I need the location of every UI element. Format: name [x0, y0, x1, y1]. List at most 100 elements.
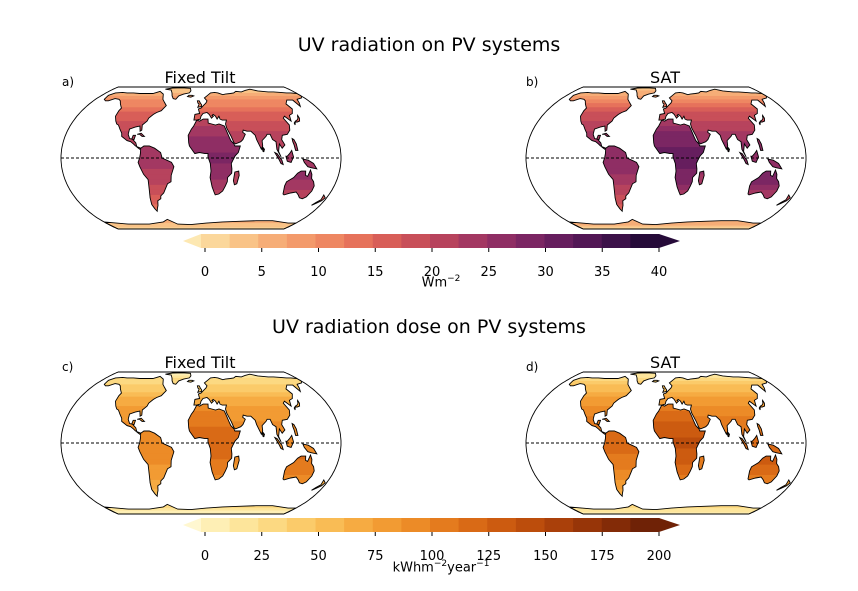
dose-color-bin	[430, 518, 460, 532]
radiation-tick-label: 25	[480, 265, 497, 280]
land-band	[630, 375, 656, 379]
land-band	[653, 459, 706, 466]
coastline-namerica	[568, 375, 632, 435]
land-band	[165, 375, 191, 379]
land-band	[292, 141, 298, 148]
dose-color-bin	[487, 518, 517, 532]
land-band	[138, 459, 174, 466]
land-band	[698, 171, 705, 175]
land-band	[569, 227, 761, 229]
land-band	[653, 448, 706, 455]
land-band	[603, 437, 639, 444]
land-band	[138, 152, 174, 159]
land-band	[653, 184, 706, 191]
land-band	[658, 380, 767, 385]
land-band	[104, 99, 167, 104]
land-band	[104, 223, 296, 227]
land-band	[104, 426, 167, 433]
land-band	[658, 107, 767, 113]
land-band	[603, 459, 639, 466]
dose-color-bin	[573, 518, 603, 532]
land-band	[165, 87, 191, 90]
coastline-iceland	[186, 379, 196, 383]
land-band	[653, 453, 706, 460]
land-band	[658, 375, 767, 379]
land-band	[193, 377, 302, 382]
land-band	[653, 168, 706, 175]
land-band	[603, 469, 639, 476]
land-band	[138, 479, 174, 486]
land-band	[757, 141, 763, 148]
panel-a-title: Fixed Tilt	[164, 68, 236, 87]
land-band	[653, 126, 706, 132]
land-band	[104, 510, 296, 514]
land-band	[165, 92, 191, 97]
coastline-sri	[726, 432, 730, 437]
coastline-japan	[293, 398, 301, 411]
radiation-tick-label: 0	[201, 265, 209, 280]
land-band	[569, 92, 632, 97]
land-band	[658, 92, 767, 97]
land-band	[233, 174, 240, 181]
radiation-color-bin	[487, 234, 517, 248]
dose-color-bin	[229, 518, 259, 532]
land-band	[603, 474, 639, 481]
coastline-britain	[196, 385, 203, 393]
land-band	[188, 158, 241, 165]
land-band	[569, 377, 632, 382]
land-band	[104, 227, 296, 229]
land-band	[104, 384, 167, 389]
land-band	[138, 474, 174, 481]
coastline-australia	[282, 168, 315, 200]
unit-radiation-exp: −2	[447, 274, 461, 284]
land-band	[193, 99, 302, 104]
map-boundary	[60, 86, 342, 230]
dose-tick-label: 25	[253, 549, 270, 564]
land-band	[603, 189, 639, 196]
dose-color-bin	[401, 518, 431, 532]
radiation-color-bin	[344, 234, 374, 248]
coastline-nz	[776, 478, 791, 491]
land-band	[188, 411, 241, 417]
land-band	[767, 448, 782, 454]
land-band	[233, 464, 240, 470]
coastline-borneo	[750, 149, 759, 163]
coastline-britain	[661, 385, 668, 393]
land-band	[603, 152, 639, 159]
radiation-color-bin	[229, 234, 259, 248]
land-band	[138, 168, 174, 175]
radiation-color-bin	[401, 234, 431, 248]
coastline-iceland	[651, 94, 661, 98]
land-band	[193, 121, 302, 127]
land-band	[292, 426, 298, 433]
land-band	[748, 474, 780, 481]
coastline-sumatra	[738, 151, 749, 166]
land-band	[188, 163, 241, 170]
land-band	[653, 464, 706, 471]
radiation-color-bin	[315, 234, 345, 248]
land-band	[757, 426, 763, 433]
land-band	[197, 103, 202, 108]
coastline-madagascar	[232, 170, 240, 186]
land-band	[658, 111, 767, 117]
land-band	[193, 116, 302, 122]
radiation-tick-label: 40	[651, 265, 668, 280]
land-band	[188, 459, 241, 466]
land-band	[569, 401, 632, 407]
land-band	[285, 152, 294, 159]
land-band	[193, 126, 302, 132]
radiation-color-bin	[630, 234, 660, 248]
dose-color-bin	[201, 518, 231, 532]
land-band	[569, 380, 632, 385]
land-band	[193, 103, 302, 108]
land-band	[187, 380, 194, 382]
land-band	[603, 158, 639, 165]
coastline-cuba	[602, 132, 611, 137]
land-band	[658, 95, 767, 100]
land-band	[658, 121, 767, 127]
land-band	[698, 174, 705, 181]
land-band	[138, 163, 174, 170]
coastline-japan	[758, 113, 766, 126]
land-band	[569, 508, 761, 512]
land-band	[193, 92, 302, 97]
